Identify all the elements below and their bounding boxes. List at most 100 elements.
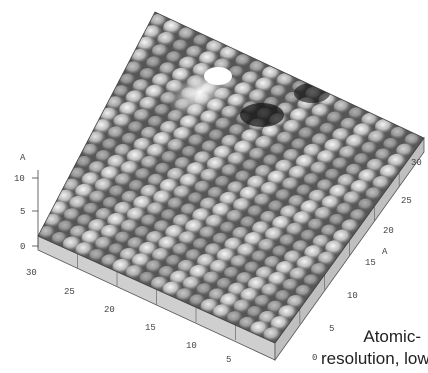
atom-bump [224,266,241,280]
atom-bump [146,56,163,70]
atom-bump [254,193,272,208]
atom-bump [249,147,267,162]
atom-bump [203,271,221,286]
atom-bump [251,250,268,264]
atom-bump [247,205,264,219]
atom-bump [44,213,63,229]
atom-bump [339,145,358,161]
atom-bump [161,209,178,223]
atom-bump [219,46,240,62]
atom-bump [188,134,205,148]
atom-bump [141,214,158,228]
atom-bump [146,260,163,274]
atom-bump [247,306,264,319]
atom-bump [172,39,189,53]
atom-bump [134,226,151,239]
atom-bump [89,249,106,263]
atom-bump [151,44,170,59]
atom-bump [275,189,292,203]
z-tick-label: 10 [14,174,25,184]
atom-bump [93,119,114,136]
atom-bump [289,267,308,283]
atom-bump [268,200,285,214]
atom-bump [329,213,346,227]
atom-bump [295,284,313,299]
atom-bump [220,221,237,235]
atom-bump [235,170,252,184]
atom-bump [147,202,166,217]
y-axis: 30 25 20 15 10 5 0 A [312,158,422,363]
atom-bump [95,236,113,252]
atom-bump [275,290,292,303]
atom-bump [107,126,126,141]
atom-bump [270,143,287,157]
atom-bump [260,181,280,198]
x-tick-label: 20 [104,305,115,315]
atom-bump [345,134,366,151]
atom-bump [333,99,352,115]
atom-bump [201,140,219,154]
atom-bump [317,179,334,194]
x-tick-label: 15 [145,323,156,333]
atom-bump [226,311,244,325]
atom-bump [293,211,313,227]
atom-bump [199,226,217,241]
atom-bump [303,274,320,288]
atom-bump [155,162,172,176]
atom-bump [161,151,178,165]
atom-bump [115,231,132,245]
atom-bump [390,126,408,141]
atom-bump [208,129,225,143]
atom-bump [126,207,147,223]
atom-bump [340,117,358,132]
atom-bump [167,138,186,154]
atom-bump [206,156,227,173]
atom-bump [192,238,209,252]
atom-bump [235,54,252,68]
atom-bump [358,198,375,212]
atom-bump [244,261,261,275]
atom-bump [375,148,392,162]
atom-bump [186,45,204,60]
y-axis-unit: A [382,247,388,257]
atom-bump [152,248,171,263]
y-tick-label: 20 [383,226,394,236]
atom-bump [178,231,198,247]
atom-bump [113,113,133,130]
x-tick-label: 25 [64,287,75,297]
atom-bump [263,154,280,168]
atom-bump [131,48,150,65]
atom-bump [227,93,248,110]
atom-bump [193,34,210,48]
atom-bump [348,107,365,121]
atom-bump [288,165,308,182]
atom-bump [113,85,130,99]
atom-bump [227,152,247,168]
atom-bump [240,216,257,230]
caption-line-1: Atomic- [363,327,421,346]
atom-bump [120,161,140,177]
atom-bump [325,168,341,182]
atom-bump [361,141,378,156]
atom-bump [303,173,321,187]
atom-bump [69,195,89,212]
atom-bump [305,115,323,130]
atom-bump [173,185,192,201]
atom-bump [249,60,267,75]
atom-bump [128,179,145,193]
atom-bump [228,65,245,79]
atom-bump [125,61,143,76]
atom-bump [383,137,400,151]
atom-bump [83,202,100,216]
atom-bump [76,155,93,169]
atom-bump [270,85,288,99]
atom-bump [291,138,308,152]
atom-bump [279,234,297,248]
atom-bump [404,133,422,147]
atom-bump [157,31,177,48]
atom-bump [209,259,229,276]
atom-bump [182,276,202,292]
atom-bump [298,127,315,141]
atom-bump [372,175,392,191]
